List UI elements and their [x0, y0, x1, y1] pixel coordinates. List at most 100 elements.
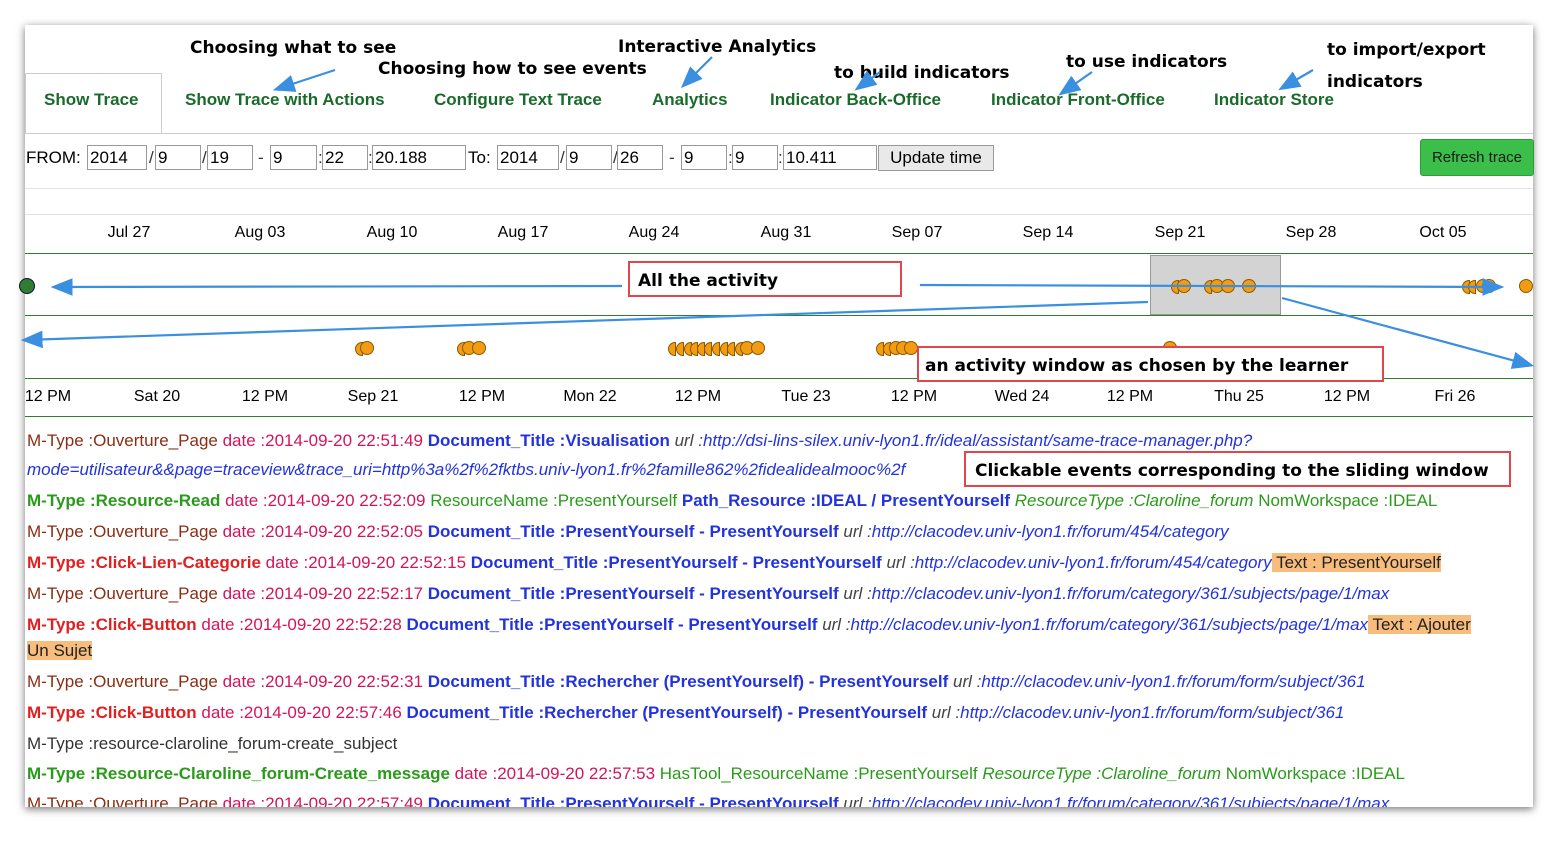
overview-start-event[interactable]	[19, 278, 35, 294]
detail-event[interactable]	[704, 342, 712, 356]
overview-tick-label: Sep 28	[1285, 224, 1337, 241]
detail-tick-label: Mon 22	[563, 388, 617, 405]
url-value[interactable]: http://clacodev.univ-lyon1.fr/forum/form…	[960, 703, 1345, 722]
from-month-input[interactable]	[155, 145, 201, 170]
date: date :2014-09-20 22:57:49	[217, 794, 428, 807]
arrow	[919, 278, 1505, 296]
overview-event[interactable]	[1519, 279, 1533, 293]
trace-line[interactable]: M-Type :Ouverture_Page date :2014-09-20 …	[27, 522, 1229, 542]
slash: /	[202, 148, 207, 167]
url-value[interactable]: http://clacodev.univ-lyon1.fr/forum/cate…	[871, 794, 1390, 807]
trace-line[interactable]: M-Type :Ouverture_Page date :2014-09-20 …	[27, 794, 1389, 807]
url-value[interactable]: http://clacodev.univ-lyon1.fr/forum/454/…	[914, 553, 1272, 572]
refresh-trace-button[interactable]: Refresh trace	[1420, 139, 1534, 176]
from-day-input[interactable]	[207, 145, 253, 170]
url-value[interactable]: http://clacodev.univ-lyon1.fr/forum/form…	[981, 672, 1366, 691]
from-year-input[interactable]	[87, 145, 147, 170]
all-activity-label: All the activity	[638, 271, 779, 291]
url-value[interactable]: mode=utilisateur&&page=traceview&trace_u…	[27, 460, 906, 479]
click-text: Text : Ajouter	[1368, 615, 1471, 634]
tab-analytics[interactable]: Analytics	[652, 90, 728, 109]
trace-line[interactable]: M-Type :Ouverture_Page date :2014-09-20 …	[27, 584, 1389, 604]
detail-tick-label: 12 PM	[1106, 388, 1154, 405]
from-hour-input[interactable]	[270, 145, 317, 170]
detail-event[interactable]	[751, 341, 765, 355]
path-resource: Path_Resource :IDEAL / PresentYourself	[681, 491, 1010, 510]
tab-show-trace[interactable]: Show Trace	[44, 90, 139, 109]
detail-tick-label: 12 PM	[890, 388, 938, 405]
url-value[interactable]: http://dsi-lins-silex.univ-lyon1.fr/idea…	[702, 431, 1253, 450]
activity-window-label: an activity window as chosen by the lear…	[925, 356, 1349, 376]
url-label: url :	[838, 584, 872, 603]
to-hour-input[interactable]	[681, 145, 727, 170]
axis-top-divider	[25, 214, 1533, 215]
date: date :2014-09-20 22:52:31	[217, 672, 428, 691]
url-label: url :	[669, 431, 703, 450]
workspace: NomWorkspace :IDEAL	[1253, 491, 1438, 510]
slash: /	[149, 148, 154, 167]
detail-event[interactable]	[712, 342, 720, 356]
trace-line-cont: Un Sujet	[27, 641, 93, 661]
url-label: url :	[948, 672, 982, 691]
trace-line[interactable]: M-Type :Click-Lien-Categorie date :2014-…	[27, 553, 1441, 573]
trace-line[interactable]: M-Type :Resource-Read date :2014-09-20 2…	[27, 491, 1437, 511]
callout-use: to use indicators	[1066, 52, 1228, 72]
detail-event[interactable]	[676, 342, 684, 356]
url-value[interactable]: http://clacodev.univ-lyon1.fr/forum/454/…	[871, 522, 1229, 541]
to-day-input[interactable]	[617, 145, 663, 170]
overview-top-line	[25, 253, 1533, 254]
trace-line[interactable]: M-Type :Resource-Claroline_forum-Create_…	[27, 764, 1405, 784]
tab-configure-text-trace[interactable]: Configure Text Trace	[434, 90, 602, 109]
callout-how-to-see: Choosing how to see events	[378, 59, 647, 79]
trace-line[interactable]: M-Type :resource-claroline_forum-create_…	[27, 734, 397, 754]
mtype: M-Type :Ouverture_Page	[27, 672, 218, 691]
callout-what-to-see: Choosing what to see	[190, 38, 397, 58]
detail-tick-label: 12 PM	[458, 388, 506, 405]
trace-line[interactable]: M-Type :Ouverture_Page date :2014-09-20 …	[27, 672, 1366, 692]
dash: -	[258, 148, 264, 167]
slash: /	[613, 148, 618, 167]
detail-tick-label: Sep 21	[347, 388, 399, 405]
from-second-input[interactable]	[372, 145, 466, 170]
update-time-button[interactable]: Update time	[878, 145, 994, 171]
mtype: M-Type :Resource-Claroline_forum-Create_…	[27, 764, 450, 783]
detail-bottom-line	[25, 378, 1533, 379]
arrow	[1281, 296, 1535, 369]
trace-line[interactable]: M-Type :Click-Button date :2014-09-20 22…	[27, 703, 1344, 723]
url-label: url :	[838, 522, 872, 541]
colon: :	[778, 148, 783, 167]
detail-event[interactable]	[727, 342, 735, 356]
resource-name: ResourceName :PresentYourself	[430, 491, 682, 510]
activity-window-box: an activity window as chosen by the lear…	[917, 346, 1384, 382]
callout-indicators: indicators	[1327, 72, 1423, 92]
from-minute-input[interactable]	[322, 145, 368, 170]
resource-type: ResourceType :Claroline_forum	[982, 764, 1222, 783]
to-second-input[interactable]	[783, 145, 877, 170]
overview-tick-label: Sep 14	[1022, 224, 1074, 241]
detail-event[interactable]	[472, 341, 486, 355]
tab-indicator-back-office[interactable]: Indicator Back-Office	[770, 90, 941, 109]
tab-show-trace-actions[interactable]: Show Trace with Actions	[185, 90, 385, 109]
from-label: FROM:	[26, 148, 81, 167]
trace-line[interactable]: M-Type :Ouverture_Page date :2014-09-20 …	[27, 431, 1252, 451]
document-title: Document_Title :Visualisation	[427, 431, 670, 450]
tab-indicator-store[interactable]: Indicator Store	[1214, 90, 1334, 109]
detail-event[interactable]	[668, 342, 676, 356]
tab-indicator-front-office[interactable]: Indicator Front-Office	[991, 90, 1165, 109]
click-text: Text : PresentYourself	[1271, 553, 1441, 572]
to-year-input[interactable]	[497, 145, 559, 170]
url-value[interactable]: http://clacodev.univ-lyon1.fr/forum/cate…	[871, 584, 1390, 603]
tab-active-frame	[25, 73, 162, 133]
detail-event[interactable]	[360, 341, 374, 355]
url-value[interactable]: http://clacodev.univ-lyon1.fr/forum/cate…	[850, 615, 1369, 634]
arrow	[1278, 69, 1314, 91]
to-minute-input[interactable]	[732, 145, 778, 170]
to-month-input[interactable]	[566, 145, 612, 170]
trace-line[interactable]: M-Type :Click-Button date :2014-09-20 22…	[27, 615, 1471, 635]
date: date :2014-09-20 22:52:17	[217, 584, 428, 603]
url-label: url :	[817, 615, 851, 634]
arrow	[1058, 71, 1093, 96]
overview-tick-label: Jul 27	[107, 224, 151, 241]
arrow	[272, 68, 336, 92]
